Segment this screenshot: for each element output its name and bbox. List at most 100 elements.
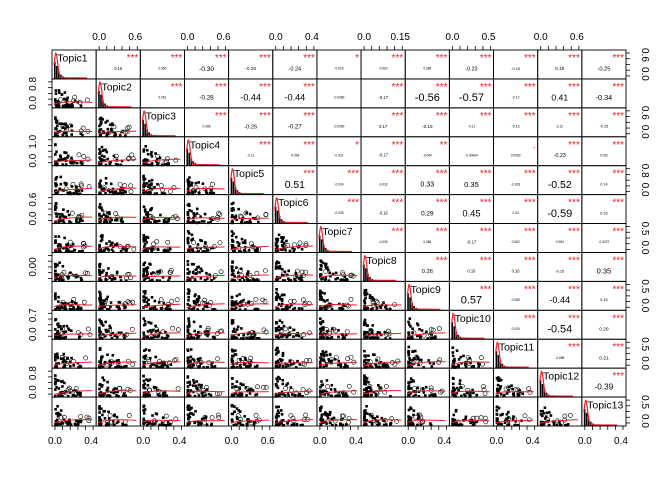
scatter-point <box>56 329 60 333</box>
scatter-outlier <box>104 215 110 220</box>
scatter-point <box>320 405 323 409</box>
smoothing-line <box>142 390 181 395</box>
scatter-outlier <box>202 416 207 422</box>
scatter-point <box>199 267 203 270</box>
significance-stars: *** <box>524 53 536 64</box>
scatter-point <box>65 134 68 137</box>
scatter-point <box>117 305 120 309</box>
scatter-point <box>275 288 278 291</box>
scatter-outlier <box>304 357 310 363</box>
scatter-point <box>240 383 244 387</box>
smoothing-line <box>274 332 313 337</box>
scatter-point <box>55 215 58 218</box>
scatter-point <box>102 378 106 382</box>
scatter-point <box>464 363 468 366</box>
smoothing-line <box>53 187 93 193</box>
scatter-point <box>209 424 213 427</box>
scatter-point <box>332 416 336 420</box>
scatter-point <box>286 273 289 277</box>
scatter-point <box>142 332 146 335</box>
scatter-point <box>363 331 367 334</box>
scatter-point <box>190 307 194 311</box>
correlation-value: -0.033 <box>511 182 520 186</box>
scatter-outlier <box>67 239 73 245</box>
smoothing-line <box>186 332 225 338</box>
scatter-point <box>120 159 124 163</box>
scatter-point <box>71 104 74 108</box>
scatter-point <box>153 299 157 303</box>
scatter-point <box>378 304 382 308</box>
scatter-point <box>276 249 280 252</box>
scatter-point <box>58 307 61 311</box>
scatter-point <box>98 278 102 282</box>
scatter-point <box>452 389 456 393</box>
smoothing-line <box>318 419 358 424</box>
scatter-point <box>410 421 413 424</box>
scatter-point <box>407 394 410 398</box>
scatter-point <box>337 363 340 367</box>
scatter-point <box>363 388 366 392</box>
scatter-point <box>186 277 190 281</box>
scatter-point <box>234 392 237 395</box>
scatter-outlier <box>86 418 92 424</box>
scatter-point <box>415 386 419 390</box>
scatter-point <box>147 303 150 306</box>
scatter-point <box>204 190 208 194</box>
scatter-point <box>301 394 304 398</box>
scatter-outlier <box>81 299 87 305</box>
scatter-point <box>62 221 66 224</box>
density-curve <box>539 370 573 397</box>
scatter-point <box>98 418 101 422</box>
scatter-point <box>205 304 208 307</box>
scatter-point <box>336 276 340 280</box>
histogram-bar <box>497 355 500 369</box>
scatter-point <box>230 418 234 422</box>
scatter-point <box>167 219 170 223</box>
scatter-point <box>112 423 116 427</box>
scatter-point <box>318 275 322 278</box>
scatter-outlier <box>59 331 65 336</box>
scatter-point <box>59 409 63 412</box>
scatter-point <box>189 183 192 187</box>
scatter-point <box>326 337 329 340</box>
scatter-point <box>195 207 199 211</box>
axis-tick-label: 0.0 <box>534 32 548 43</box>
scatter-outlier <box>158 183 164 189</box>
scatter-point <box>285 383 288 387</box>
scatter-point <box>278 358 282 361</box>
scatter-point <box>70 124 73 128</box>
scatter-point <box>279 248 283 251</box>
scatter-point <box>70 356 73 360</box>
scatter-point <box>203 330 207 334</box>
scatter-point <box>63 157 67 160</box>
scatter-point <box>65 274 69 278</box>
scatter-point <box>455 349 459 353</box>
significance-stars: *** <box>480 227 492 238</box>
scatter-point <box>161 366 165 369</box>
scatter-point <box>319 418 322 421</box>
scatter-point <box>191 237 195 241</box>
scatter-point <box>233 279 237 282</box>
scatter-point <box>121 423 124 426</box>
scatter-point <box>149 321 153 325</box>
scatter-point <box>408 317 412 320</box>
scatter-point <box>210 422 213 426</box>
scatter-point <box>114 366 117 369</box>
scatter-point <box>552 423 556 426</box>
scatter-point <box>369 393 373 397</box>
scatter-point <box>167 279 170 282</box>
scatter-point <box>275 351 279 355</box>
scatter-point <box>54 374 57 377</box>
scatter-point <box>295 422 299 426</box>
scatter-point <box>239 250 243 254</box>
scatter-outlier <box>191 240 197 245</box>
correlation-value: 0.16 <box>114 66 123 71</box>
scatter-point <box>422 366 426 369</box>
scatter-point <box>56 355 59 358</box>
scatter-outlier <box>81 244 86 250</box>
scatter-point <box>146 148 149 152</box>
scatter-outlier <box>253 296 259 302</box>
scatter-point <box>165 334 169 337</box>
smoothing-line <box>407 332 446 338</box>
significance-stars: *** <box>568 284 580 295</box>
